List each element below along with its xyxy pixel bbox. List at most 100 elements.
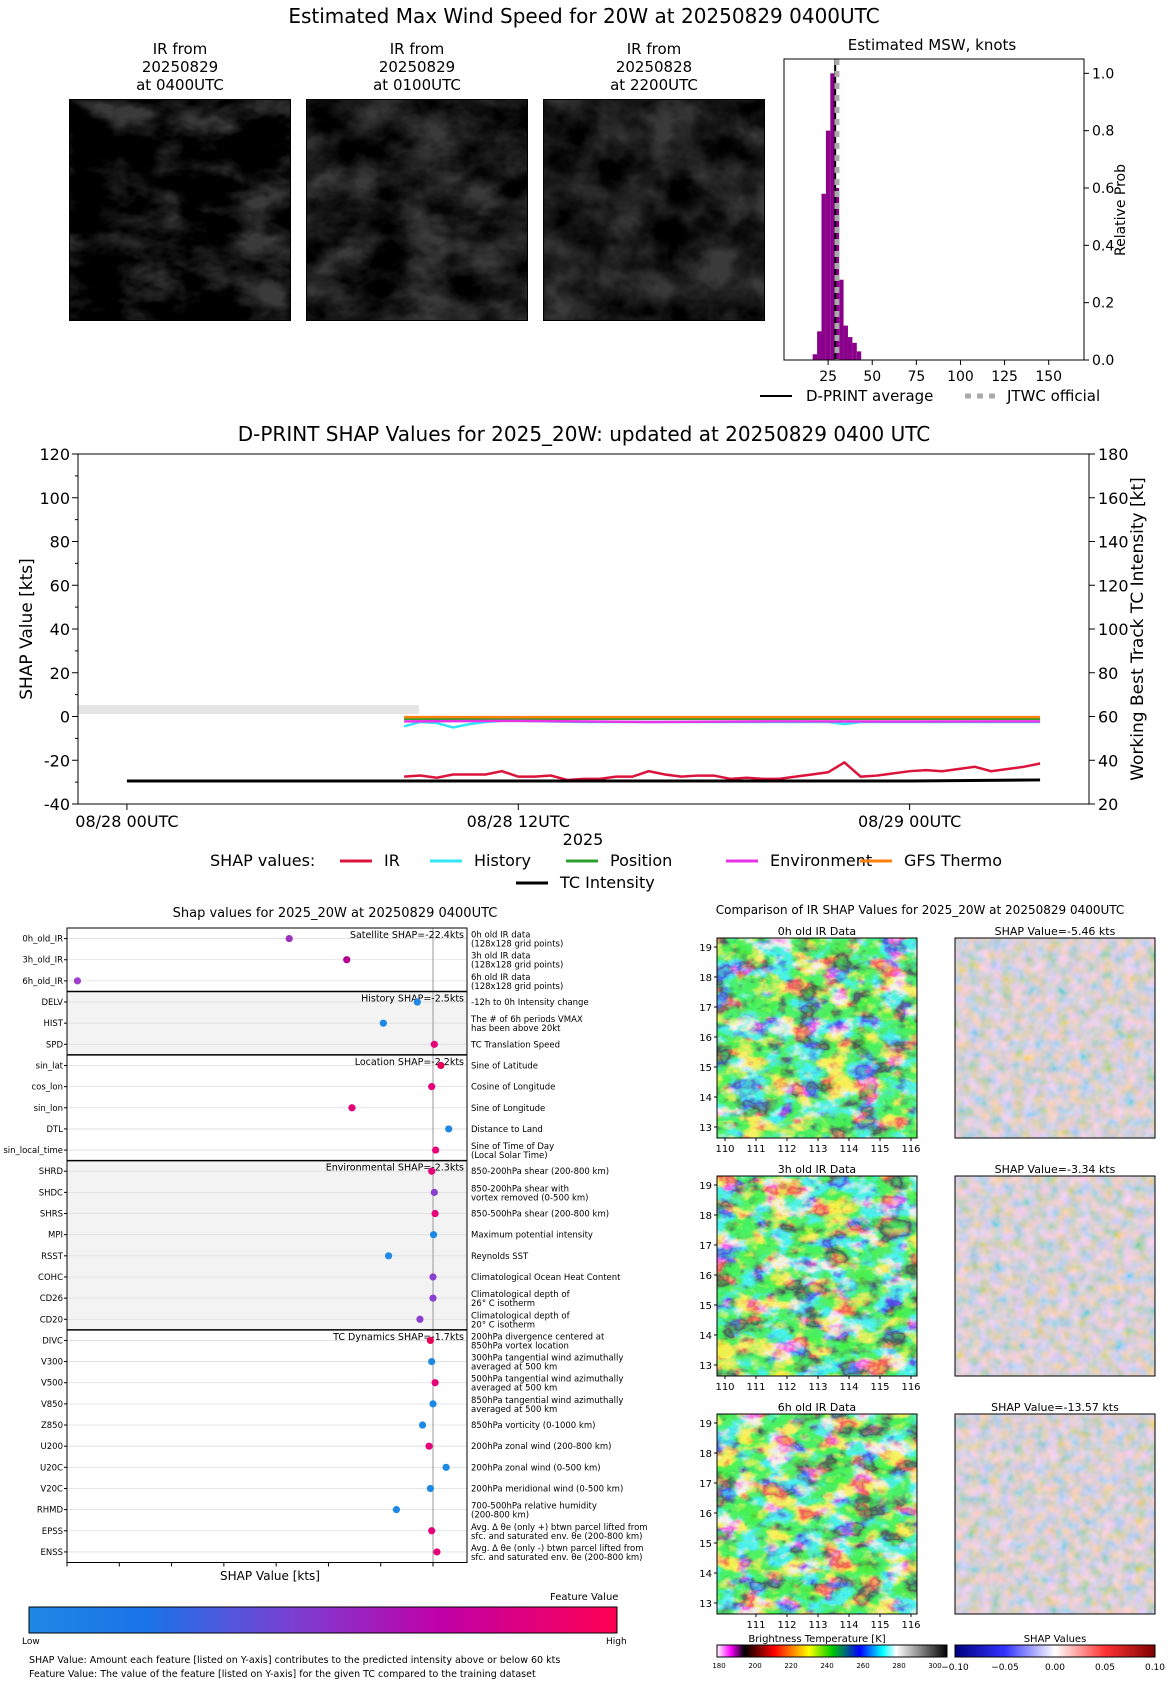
lat-tick-label: 17 <box>699 1241 712 1252</box>
feature-shap-dot <box>437 1061 445 1070</box>
lat-tick-label: 15 <box>699 1301 712 1312</box>
bt-colorbar-tick: 200 <box>748 1662 761 1670</box>
feature-name: 3h_old_IR <box>22 956 63 966</box>
feature-name: EPSS <box>42 1527 63 1537</box>
feature-shap-dot <box>73 977 82 985</box>
shap-colorbar <box>954 1644 1156 1658</box>
feature-name: sin_lat <box>36 1061 64 1071</box>
ir-brightness-map <box>717 938 917 1138</box>
y-tick-label: 60 <box>50 576 70 595</box>
feature-shap-dot <box>431 1209 439 1218</box>
feature-description: (200-800 km) <box>471 1511 529 1521</box>
lon-tick-label: 113 <box>808 1144 827 1155</box>
group-label: Environmental SHAP=-2.3kts <box>326 1163 464 1174</box>
y-tick-label: -40 <box>44 795 70 814</box>
y2-tick-label: 140 <box>1098 533 1129 552</box>
lat-tick-label: 18 <box>699 1211 712 1222</box>
feature-shap-dot <box>442 1463 450 1471</box>
lat-tick-label: 19 <box>699 1419 712 1430</box>
histogram-bar <box>847 337 853 360</box>
feature-name: V500 <box>41 1379 63 1389</box>
feature-shap-dot <box>285 934 293 943</box>
timeseries-lines <box>126 715 1041 783</box>
bt-colorbar <box>716 1644 948 1658</box>
feature-name: DTL <box>47 1125 64 1135</box>
feature-description: 3h old IR data <box>471 952 530 962</box>
feature-name: sin_local_time <box>3 1146 63 1156</box>
lon-tick-label: 113 <box>808 1620 827 1631</box>
ir-data-title: 6h old IR Data <box>778 1401 856 1414</box>
feature-description: sfc. and saturated env. θe (200-800 km) <box>471 1532 643 1542</box>
feature-name: SHRS <box>40 1210 63 1220</box>
feature-description: 850-200hPa shear with <box>471 1184 569 1194</box>
legend-label: TC Intensity <box>559 873 655 892</box>
series-line-environment <box>404 719 1041 724</box>
feature-description: (Local Solar Time) <box>471 1151 548 1161</box>
histogram-x-ticks: 25 50 75 100 125 150 <box>819 360 1062 385</box>
lat-tick-label: 14 <box>699 1093 712 1104</box>
lon-tick-label: 110 <box>715 1144 734 1155</box>
feature-shap-dot <box>426 1336 434 1345</box>
lat-tick-label: 16 <box>699 1033 712 1044</box>
x-tick-label: 08/28 00UTC <box>75 812 178 831</box>
feature-description: 0h old IR data <box>471 931 530 941</box>
y-tick-label: 80 <box>50 533 70 552</box>
feature-description: -12h to 0h Intensity change <box>471 998 589 1008</box>
feature-description: (128x128 grid points) <box>471 961 563 971</box>
ir-image-2200 <box>543 99 765 321</box>
ir-data-title: 3h old IR Data <box>778 1163 856 1176</box>
feature-description: (128x128 grid points) <box>471 982 563 992</box>
feature-description: Avg. Δ θe (only +) btwn parcel lifted fr… <box>471 1523 648 1533</box>
feature-description: (128x128 grid points) <box>471 940 563 950</box>
feature-description: 850hPa tangential wind azimuthally <box>471 1396 623 1406</box>
feature-shap-dot <box>379 1019 387 1027</box>
feature-description: 850hPa vortex location <box>471 1341 569 1351</box>
feature-description: Climatological depth of <box>471 1290 571 1300</box>
timeseries-y-ticks: -40 -20 0 20 40 60 80 100 120 <box>39 448 78 814</box>
feature-shap-frame <box>66 927 468 1563</box>
y-tick-label: 40 <box>50 620 70 639</box>
legend-label: GFS Thermo <box>904 851 1002 870</box>
x-tick-label: 25 <box>819 369 837 385</box>
x-tick-label: 50 <box>863 369 881 385</box>
feature-shap-dot <box>428 1357 436 1366</box>
feature-description: 200hPa meridional wind (0-500 km) <box>471 1484 623 1494</box>
y2-tick-label: 60 <box>1098 708 1118 727</box>
msw-histogram: Estimated MSW, knots 25 50 75 100 125 150 0.0… <box>760 36 1129 405</box>
timeseries-y2label: Working Best Track TC Intensity [kt] <box>1128 477 1148 781</box>
main-title: Estimated Max Wind Speed for 20W at 2025… <box>288 4 880 28</box>
feature-description: The # of 6h periods VMAX <box>470 1015 583 1025</box>
lat-tick-label: 19 <box>699 1181 712 1192</box>
shap-value-map <box>955 938 1155 1138</box>
feature-description: 500hPa tangential wind azimuthally <box>471 1375 623 1385</box>
lat-tick-label: 13 <box>699 1599 712 1610</box>
feature-shap-dot <box>428 1527 436 1535</box>
lon-tick-label: 115 <box>870 1620 889 1631</box>
footnote-feature: Feature Value: The value of the feature … <box>29 1669 536 1680</box>
histogram-bar <box>830 73 835 361</box>
y-tick-label: 0.6 <box>1092 181 1114 197</box>
ir-panel-title-3: IR from 20250828 at 2200UTC <box>610 40 698 94</box>
histogram-bars <box>812 73 862 361</box>
lat-tick-label: 14 <box>699 1331 712 1342</box>
lon-tick-label: 111 <box>746 1382 765 1393</box>
feature-name: V20C <box>40 1484 63 1494</box>
feature-name: RSST <box>41 1252 64 1262</box>
lon-tick-label: 110 <box>715 1382 734 1393</box>
series-line-ir <box>404 760 1041 782</box>
bt-colorbar-tick: 180 <box>712 1662 725 1670</box>
x-tick-label: 0 <box>430 1570 436 1571</box>
lat-tick-label: 18 <box>699 973 712 984</box>
legend-title: SHAP values: <box>210 851 315 870</box>
histogram-bar <box>834 188 840 360</box>
feature-description: 850-500hPa shear (200-800 km) <box>471 1210 609 1220</box>
feature-description: Sine of Time of Day <box>471 1142 554 1152</box>
feature-shap-dot <box>429 1273 437 1281</box>
shap-zero-band <box>78 705 419 714</box>
feature-description: 850hPa vorticity (0-1000 km) <box>471 1421 595 1431</box>
y2-tick-label: 20 <box>1098 795 1118 814</box>
timeseries-xlabel: 2025 <box>563 830 604 849</box>
x-tick-label: −6 <box>270 1570 284 1571</box>
lat-tick-label: 16 <box>699 1271 712 1282</box>
y2-tick-label: 40 <box>1098 751 1118 770</box>
